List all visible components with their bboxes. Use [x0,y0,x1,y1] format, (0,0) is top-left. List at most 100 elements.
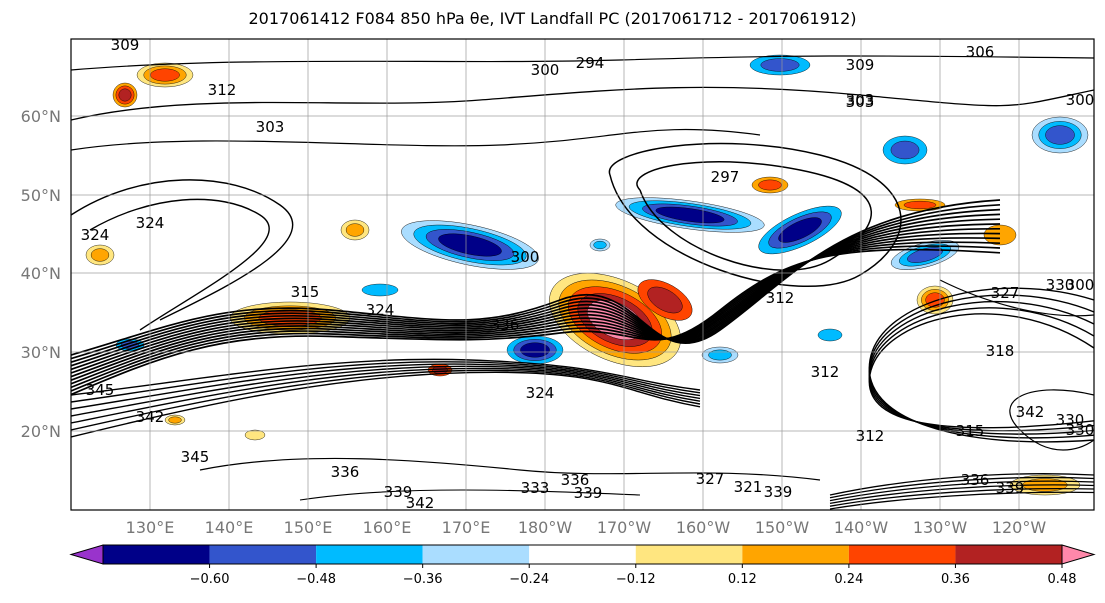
contour-label: 300 [1066,276,1095,294]
lon-tick-label: 130°W [913,518,968,537]
theta-e-contour [71,371,701,438]
contour-label: 339 [574,484,603,502]
theta-e-contour [829,484,1094,505]
contour-label: 342 [406,494,435,512]
graticule [71,39,1094,510]
theta-e-contour [636,161,873,271]
pc-anomaly-patch [1031,116,1089,154]
contour-label: 315 [291,283,320,301]
colorbar-swatch [209,545,317,564]
colorbar: −0.60 −0.48 −0.36 −0.24 −0.12 0.12 0.24 0.36 0.4… [69,544,1096,587]
pc-anomaly-patch [112,82,138,108]
lon-tick-label: 120°W [992,518,1047,537]
longitude-axis: 130°E 140°E 150°E 160°E 170°E 180°W 170°W 160°W… [126,518,1047,537]
colorbar-swatch [742,545,849,564]
colorbar-extend-low [69,544,104,565]
contour-label: 339 [764,483,793,501]
theta-e-contour [608,142,902,288]
theta-e-contour [829,476,1094,499]
contour-label: 339 [996,479,1025,497]
lon-tick-label: 160°E [363,518,412,537]
contour-label: 324 [526,384,555,402]
contour-label: 300 [511,248,540,266]
theta-e-contour [829,491,1094,510]
theta-e-contour [868,307,1094,432]
theta-e-contour [829,487,1094,507]
contour-label: 336 [561,471,590,489]
theta-e-contour [1009,389,1094,451]
theta-e-contour [299,489,641,501]
contour-label: 342 [136,408,165,426]
theta-e-contour [199,457,821,481]
contour-label: 318 [986,342,1015,360]
contour-label: 300 [531,61,560,79]
contour-label: 309 [111,36,140,54]
contour-label: 324 [81,226,110,244]
contour-label: 333 [521,479,550,497]
theta-e-contours [71,55,1094,510]
lon-tick-label: 180°W [518,518,573,537]
theta-e-contour [939,279,1094,317]
theta-e-contour [71,128,761,151]
lon-tick-label: 170°W [597,518,652,537]
lon-tick-label: 170°E [442,518,491,537]
lon-tick-label: 140°W [834,518,889,537]
contour-label: 321 [734,478,763,496]
lat-tick-label: 50°N [21,186,61,205]
theta-e-contour [868,300,1094,435]
theta-e-contour [71,55,1094,71]
colorbar-swatch [848,545,956,564]
pc-anomaly-patch [164,414,186,426]
theta-e-contour [71,367,701,424]
pc-anomaly-patch [758,205,842,255]
contour-label: 330 [1046,276,1075,294]
pc-anomaly-patch [506,335,564,365]
colorbar-swatch [103,545,210,564]
colorbar-outline [102,544,1063,565]
colorbar-tick-label: −0.48 [296,572,336,587]
contour-label: 303 [846,91,875,109]
contour-label: 330 [1056,411,1085,429]
pc-anomaly-patch [882,135,928,165]
contour-label: 309 [846,56,875,74]
contour-label: 300 [1066,91,1095,109]
theta-e-contour [71,248,1001,396]
pc-anomaly-patch [136,62,194,88]
colorbar-swatch [529,545,636,564]
contour-label: 327 [696,470,725,488]
contour-label: 342 [1016,403,1045,421]
pc-anomaly-patch [589,238,611,252]
contour-label: 345 [86,381,115,399]
pc-anomaly-patch [637,279,693,321]
contour-label: 312 [811,363,840,381]
contour-label: 327 [991,284,1020,302]
theta-e-contour [71,361,701,403]
contour-label: 330 [1066,421,1095,439]
theta-e-contour [71,358,701,396]
colorbar-tick-label: 0.12 [728,572,757,587]
colorbar-swatch [635,545,743,564]
colorbar-tick-label: 0.48 [1048,572,1077,587]
theta-e-contour [71,369,701,431]
colorbar-tick-label: −0.36 [403,572,443,587]
pc-anomaly-patch [244,429,266,441]
colorbar-extend-high [1061,544,1096,565]
contour-label: 312 [856,427,885,445]
pc-anomaly-patch [340,219,370,241]
contour-label: 324 [136,214,165,232]
contour-label: 312 [208,81,237,99]
pc-anomaly-patch [401,220,539,270]
lat-tick-label: 20°N [21,422,61,441]
lon-tick-label: 150°E [284,518,333,537]
contour-label: 306 [966,43,995,61]
contour-label: 336 [331,463,360,481]
theta-e-contour [868,313,1094,429]
theta-e-contour [829,473,1094,496]
contour-label: 336 [491,316,520,334]
theta-e-contour [71,365,701,417]
colorbar-tick-label: 0.24 [834,572,863,587]
colorbar-swatch [316,545,423,564]
contour-labels: 309 294 300 306 309 303 312 303 297 324 324 300 315 3… [81,36,1095,512]
lon-tick-label: 160°W [676,518,731,537]
contour-label: 294 [576,54,605,72]
